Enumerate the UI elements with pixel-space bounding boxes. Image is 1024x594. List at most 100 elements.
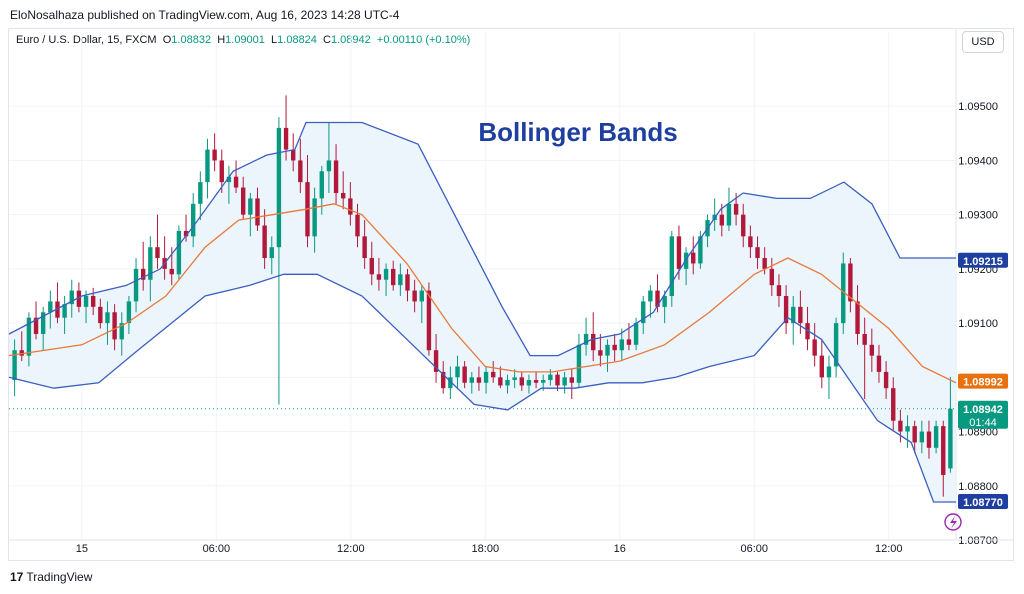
- candle-body: [69, 290, 74, 305]
- candle-body: [762, 258, 767, 269]
- candle-body: [441, 371, 446, 389]
- candle-body: [355, 214, 360, 237]
- candle-body: [476, 377, 482, 383]
- y-tick-label: 1.09500: [958, 101, 998, 113]
- lightning-icon: [944, 513, 962, 531]
- candle-body: [633, 323, 639, 345]
- candle-body: [262, 225, 267, 259]
- low-value: 1.08824: [277, 34, 317, 46]
- candle-body: [126, 301, 132, 324]
- x-tick-label: 16: [614, 543, 626, 555]
- candle-body: [312, 198, 317, 237]
- candle-body: [862, 333, 867, 345]
- candle-body: [776, 285, 782, 296]
- candle-body: [548, 374, 553, 381]
- candle-body: [748, 236, 753, 248]
- candle-body: [283, 127, 289, 150]
- price-label-box: [958, 400, 1008, 429]
- candle-body: [619, 339, 624, 351]
- y-tick-label: 1.08700: [958, 535, 998, 547]
- candle-body: [212, 149, 217, 161]
- candle-body: [876, 355, 882, 372]
- candle-body: [455, 366, 460, 378]
- candle-body: [369, 258, 374, 275]
- candle-body: [519, 377, 524, 386]
- candle-body: [576, 344, 582, 383]
- y-tick-label: 1.09400: [958, 155, 998, 167]
- candle-body: [733, 203, 739, 215]
- price-label-text: 1.08992: [963, 377, 1003, 389]
- candle-body: [226, 176, 232, 183]
- candle-body: [491, 371, 496, 378]
- candle-body: [255, 198, 260, 226]
- candle-body: [941, 426, 946, 475]
- candle-body: [62, 304, 67, 318]
- candle-body: [833, 323, 839, 367]
- candle-body: [648, 290, 653, 302]
- candle-body: [33, 317, 39, 334]
- candle-body: [19, 350, 24, 356]
- candle-body: [898, 420, 903, 432]
- lightning-bolt-icon: [950, 516, 957, 529]
- candle-body: [298, 160, 303, 183]
- candle-body: [583, 333, 589, 345]
- price-label-text: 1.09215: [963, 256, 1003, 268]
- candle-body: [526, 380, 532, 386]
- candle-body: [669, 236, 675, 296]
- candle-body: [505, 380, 510, 386]
- candle-body: [133, 268, 139, 302]
- price-label-box: [958, 494, 1008, 510]
- candle-body: [676, 236, 682, 269]
- currency-button[interactable]: USD: [962, 31, 1004, 53]
- candle-body: [205, 149, 210, 183]
- candle-body: [905, 426, 910, 432]
- candle-body: [90, 296, 96, 307]
- candle-body: [419, 290, 424, 302]
- candle-body: [169, 268, 174, 275]
- candle-body: [326, 160, 332, 172]
- high-value: 1.09001: [225, 34, 265, 46]
- candle-body: [769, 268, 775, 286]
- candle-body: [612, 344, 617, 351]
- y-tick-label: 1.08900: [958, 427, 998, 439]
- price-label-box: [958, 252, 1008, 268]
- candle-body: [405, 274, 410, 291]
- x-tick-label: 12:00: [875, 543, 903, 555]
- candle-body: [462, 366, 467, 383]
- candle-body: [791, 306, 796, 324]
- low-label: L: [271, 34, 278, 46]
- candle-body: [183, 230, 189, 237]
- candle-body: [755, 247, 760, 259]
- candle-body: [12, 350, 17, 381]
- candle-body: [605, 344, 610, 356]
- candle-body: [112, 312, 117, 340]
- candle-body: [190, 203, 196, 237]
- candle-body: [362, 236, 367, 259]
- price-label-text: 1.08942: [963, 404, 1003, 416]
- price-label-text: 1.08770: [963, 497, 1003, 509]
- candle-body: [512, 377, 517, 381]
- candle-body: [719, 214, 725, 226]
- candle-body: [848, 263, 853, 302]
- candle-body: [98, 306, 103, 324]
- candle-body: [655, 290, 660, 307]
- change-value: +0.00110 (+0.10%): [376, 34, 471, 46]
- candle-body: [883, 371, 889, 389]
- tradingview-footer: 17 TradingView: [10, 570, 92, 584]
- candle-body: [541, 380, 546, 383]
- candle-body: [826, 366, 832, 378]
- candle-body: [933, 426, 939, 448]
- candle-body: [533, 380, 539, 383]
- candle-body: [741, 214, 746, 237]
- candle-body: [148, 247, 153, 280]
- candle-body: [891, 388, 896, 421]
- candle-body: [569, 377, 574, 383]
- y-tick-label: 1.09300: [958, 210, 998, 222]
- x-tick-label: 06:00: [203, 543, 231, 555]
- candle-body: [498, 377, 503, 386]
- candle-body: [855, 301, 860, 334]
- candle-body: [76, 290, 82, 307]
- candle-body: [290, 149, 296, 161]
- symbol-name: Euro / U.S. Dollar, 15, FXCM: [16, 34, 157, 46]
